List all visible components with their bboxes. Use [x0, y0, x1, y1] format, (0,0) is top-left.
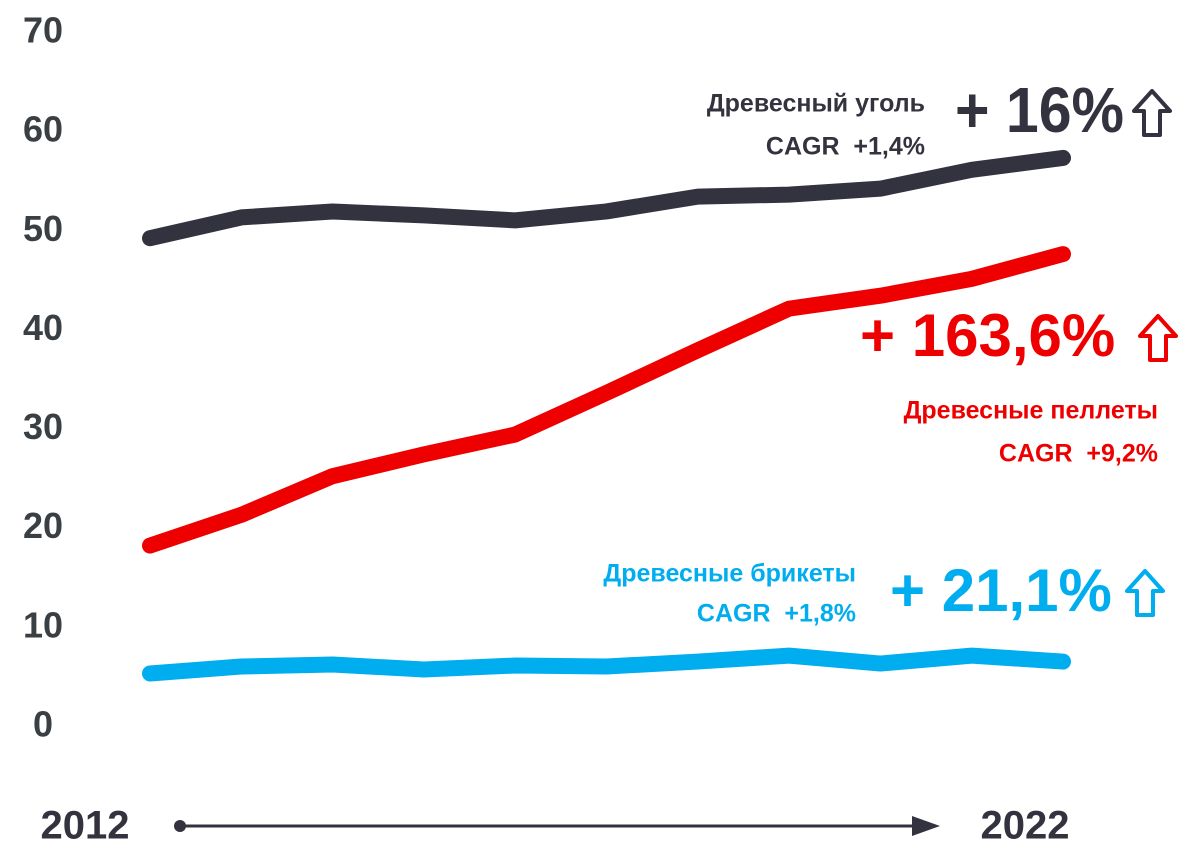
y-tick-label: 30 — [23, 406, 63, 447]
x-axis-arrow-start — [174, 820, 186, 832]
growth-label: + 16% — [955, 74, 1124, 146]
y-tick-label: 0 — [33, 704, 53, 745]
growth-label: + 163,6% — [860, 302, 1115, 369]
legend-label: Древесный уголь — [707, 90, 925, 118]
y-tick-label: 50 — [23, 208, 63, 249]
y-tick-label: 20 — [23, 505, 63, 546]
growth-label: + 21,1% — [890, 557, 1112, 624]
legend-label: Древесные брикеты — [603, 560, 856, 588]
cagr-label: CAGR +1,8% — [697, 600, 856, 628]
y-tick-label: 40 — [23, 307, 63, 348]
x-axis-arrow-head — [912, 816, 940, 836]
series-line — [142, 647, 1071, 682]
cagr-label: CAGR +9,2% — [999, 440, 1158, 468]
cagr-label: CAGR +1,4% — [766, 133, 925, 161]
x-tick-label: 2012 — [41, 804, 130, 847]
up-arrow-icon — [1132, 89, 1172, 137]
y-tick-label: 10 — [23, 604, 63, 645]
series-line — [142, 149, 1071, 247]
x-tick-label: 2022 — [981, 804, 1070, 847]
up-arrow-icon — [1125, 569, 1165, 617]
y-tick-label: 60 — [23, 109, 63, 150]
series-line — [142, 246, 1071, 554]
legend-label: Древесные пеллеты — [904, 397, 1158, 425]
up-arrow-icon — [1138, 314, 1178, 362]
y-tick-label: 70 — [23, 10, 63, 51]
